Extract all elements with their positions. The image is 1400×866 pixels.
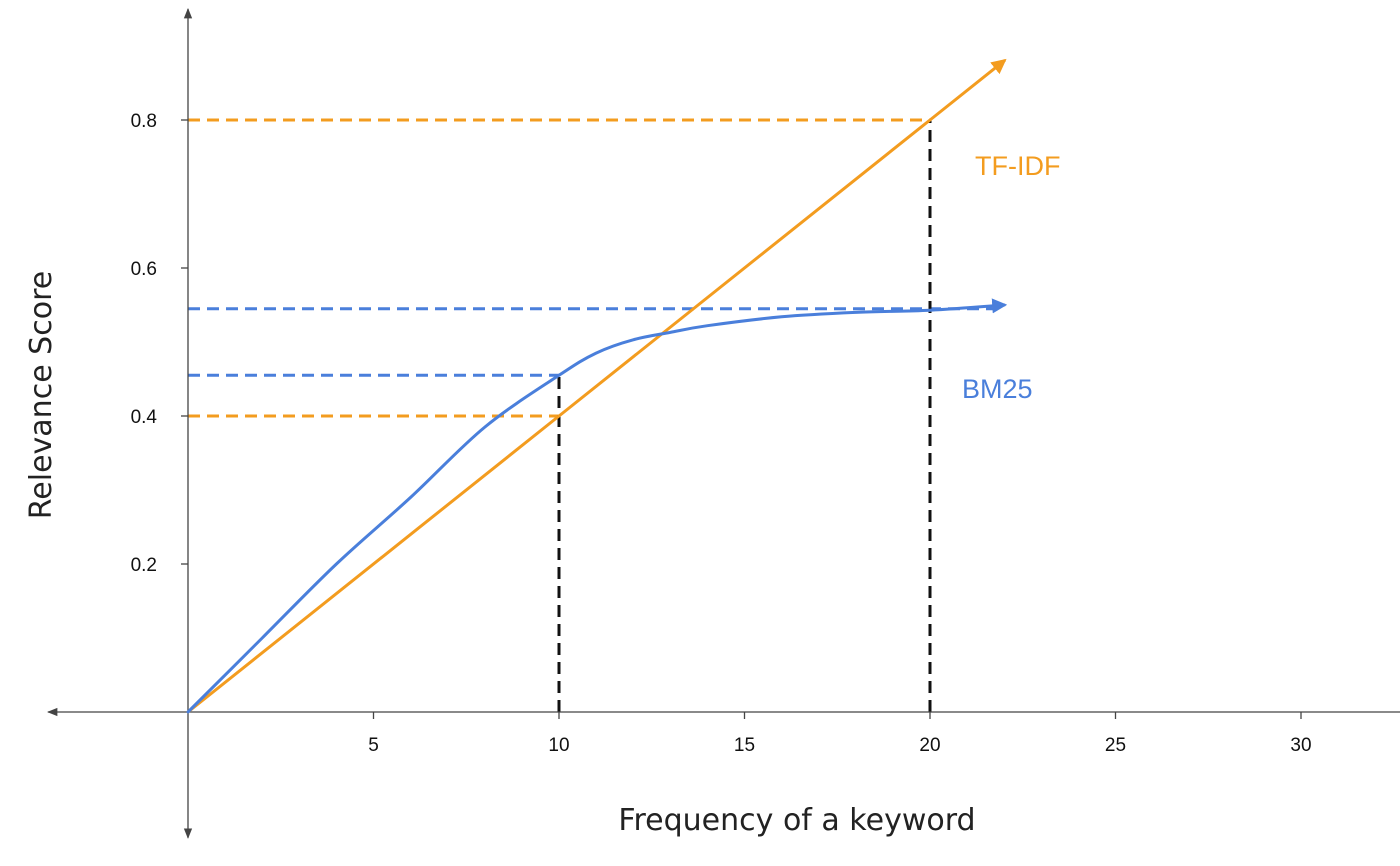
- y-tick-label: 0.4: [131, 407, 158, 428]
- reference-lines: [188, 118, 1005, 712]
- x-tick-label: 10: [548, 735, 569, 756]
- axes: [46, 7, 1400, 839]
- x-axis-title: Frequency of a keyword: [618, 803, 975, 838]
- y-axis-title: Relevance Score: [24, 271, 59, 519]
- y-tick-label: 0.6: [131, 259, 157, 280]
- series-layer: [186, 58, 1008, 714]
- series-label-tfidf: TF-IDF: [975, 151, 1060, 181]
- x-tick-label: 25: [1105, 735, 1126, 756]
- y-tick-label: 0.2: [131, 555, 157, 576]
- x-tick-label: 5: [368, 735, 379, 756]
- series-line-tf-idf: [186, 58, 1007, 714]
- series-label-bm25: BM25: [962, 374, 1033, 404]
- series-line-bm25: [186, 298, 1008, 714]
- axis-ticks: 5 10 15 20 25 30 0.2 0.4 0.6 0.8: [131, 111, 1312, 756]
- x-tick-label: 15: [734, 735, 755, 756]
- y-tick-label: 0.8: [131, 111, 157, 132]
- x-tick-label: 30: [1290, 735, 1311, 756]
- x-tick-label: 20: [919, 735, 940, 756]
